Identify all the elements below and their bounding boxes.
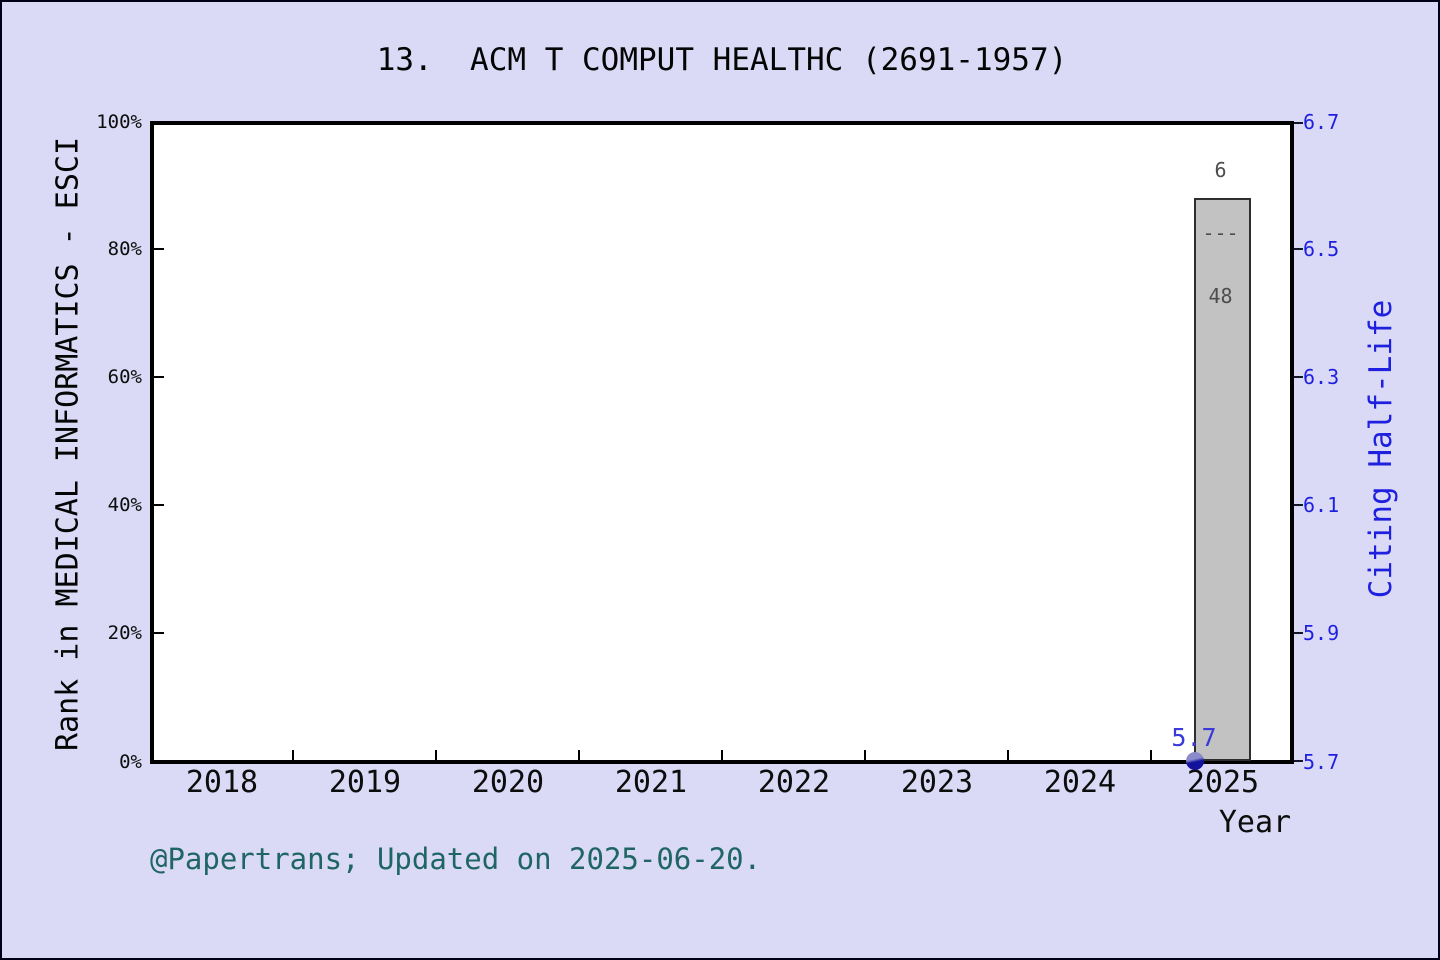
tick-mark — [1294, 632, 1303, 634]
tick-mark — [578, 750, 580, 760]
left-axis-tick-label: 100% — [96, 111, 142, 133]
tick-mark — [292, 750, 294, 760]
left-axis-tick-label: 20% — [107, 622, 142, 644]
tick-mark — [1294, 248, 1303, 250]
tick-mark — [721, 750, 723, 760]
citing-half-life-value-label: 5.7 — [1171, 723, 1217, 752]
right-axis-tick-label: 5.9 — [1303, 621, 1340, 645]
citing-half-life-dot — [1186, 752, 1204, 770]
right-axis-tick-label: 5.7 — [1303, 750, 1340, 774]
caption: @Papertrans; Updated on 2025-06-20. — [150, 842, 762, 876]
bar-rank-fraction-label: 6 --- 48 — [1188, 118, 1254, 349]
x-axis-tick-label: 2019 — [328, 765, 402, 800]
left-axis-tick-label: 80% — [107, 238, 142, 260]
left-axis-tick-label: 0% — [119, 751, 142, 773]
left-axis-tick-label: 60% — [107, 366, 142, 388]
x-axis-tick-label: 2022 — [757, 765, 831, 800]
tick-mark — [154, 632, 164, 634]
tick-mark — [864, 750, 866, 760]
x-axis-tick-label: 2023 — [900, 765, 974, 800]
tick-mark — [435, 750, 437, 760]
rank-numerator: 6 — [1214, 158, 1227, 182]
right-axis-tick-label: 6.5 — [1303, 237, 1340, 261]
bar-2025 — [1194, 198, 1251, 761]
tick-mark — [1294, 376, 1303, 378]
plot-area — [150, 121, 1294, 764]
tick-mark — [154, 504, 164, 506]
right-axis-tick-label: 6.3 — [1303, 365, 1340, 389]
x-axis-tick-label: 2018 — [185, 765, 259, 800]
x-axis-tick-label: 2020 — [471, 765, 545, 800]
x-axis-title: Year — [1218, 805, 1292, 840]
tick-mark — [154, 376, 164, 378]
tick-mark — [154, 248, 164, 250]
x-axis-tick-label: 2021 — [614, 765, 688, 800]
tick-mark — [1294, 504, 1303, 506]
tick-mark — [1150, 750, 1152, 760]
chart-title: 13. ACM T COMPUT HEALTHC (2691-1957) — [376, 42, 1068, 78]
right-axis-tick-label: 6.7 — [1303, 110, 1340, 134]
x-axis-tick-label: 2025 — [1186, 765, 1260, 800]
x-axis-tick-label: 2024 — [1043, 765, 1117, 800]
tick-mark — [1007, 750, 1009, 760]
left-axis-tick-label: 40% — [107, 494, 142, 516]
tick-mark — [1294, 760, 1303, 762]
tick-mark — [1294, 122, 1303, 124]
left-axis-title: Rank in MEDICAL INFORMATICS - ESCI — [50, 136, 86, 752]
rank-denominator: 48 — [1208, 284, 1233, 308]
right-axis-tick-label: 6.1 — [1303, 493, 1340, 517]
fraction-divider: --- — [1202, 221, 1239, 245]
right-axis-title: Citing Half-Life — [1363, 299, 1399, 599]
